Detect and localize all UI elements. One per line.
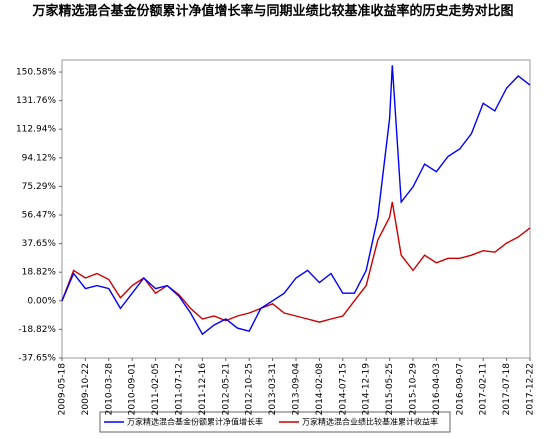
x-tick-label: 2014-07-15	[338, 363, 348, 415]
x-tick-label: 2013-03-31	[268, 363, 278, 415]
x-tick-label: 2017-07-18	[502, 363, 512, 416]
x-tick-label: 2013-09-04	[292, 363, 302, 416]
legend-box	[99, 411, 451, 433]
y-tick-label: -37.65%	[18, 354, 56, 364]
y-tick-label: 150.58%	[16, 68, 56, 78]
legend-label: 万家精选混合基金份额累计净值增长率	[127, 417, 263, 427]
plot-frame	[61, 59, 531, 359]
x-tick-label: 2014-12-19	[362, 363, 372, 416]
y-tick-label: 18.82%	[22, 268, 57, 278]
x-tick-label: 2016-09-07	[455, 363, 465, 415]
chart-title: 万家精选混合基金份额累计净值增长率与同期业绩比较基准收益率的历史走势对比图	[32, 4, 514, 19]
x-tick-label: 2011-07-12	[175, 363, 185, 415]
y-tick-label: 37.65%	[22, 239, 57, 249]
y-tick-label: 131.76%	[16, 96, 56, 106]
x-tick-label: 2016-04-03	[432, 363, 442, 415]
x-tick-label: 2011-02-05	[151, 363, 161, 415]
y-tick-label: 0.00%	[27, 296, 56, 306]
data-line	[61, 65, 531, 336]
x-tick-label: 2015-05-25	[385, 363, 395, 415]
y-tick-label: 56.47%	[22, 211, 57, 221]
data-line	[61, 201, 531, 323]
x-tick-label: 2015-10-29	[409, 363, 419, 416]
x-tick-label: 2010-09-01	[128, 363, 138, 415]
x-tick-label: 2017-12-22	[526, 363, 536, 415]
x-tick-label: 2009-05-18	[58, 363, 68, 416]
y-tick-label: 94.12%	[22, 153, 57, 163]
y-tick-label: 112.94%	[16, 125, 56, 135]
x-tick-label: 2012-10-25	[245, 363, 255, 415]
legend-label: 万家精选混合业绩比较基准累计收益率	[302, 417, 438, 427]
x-tick-label: 2017-02-11	[479, 363, 489, 415]
y-tick-label: -18.82%	[18, 325, 56, 335]
y-tick-label: 75.29%	[22, 182, 57, 192]
x-tick-label: 2014-02-08	[315, 363, 325, 416]
x-tick-label: 2009-10-22	[81, 363, 91, 415]
x-tick-label: 2012-05-21	[221, 363, 231, 415]
x-tick-label: 2010-03-28	[104, 363, 114, 416]
x-tick-label: 2011-12-16	[198, 363, 208, 416]
